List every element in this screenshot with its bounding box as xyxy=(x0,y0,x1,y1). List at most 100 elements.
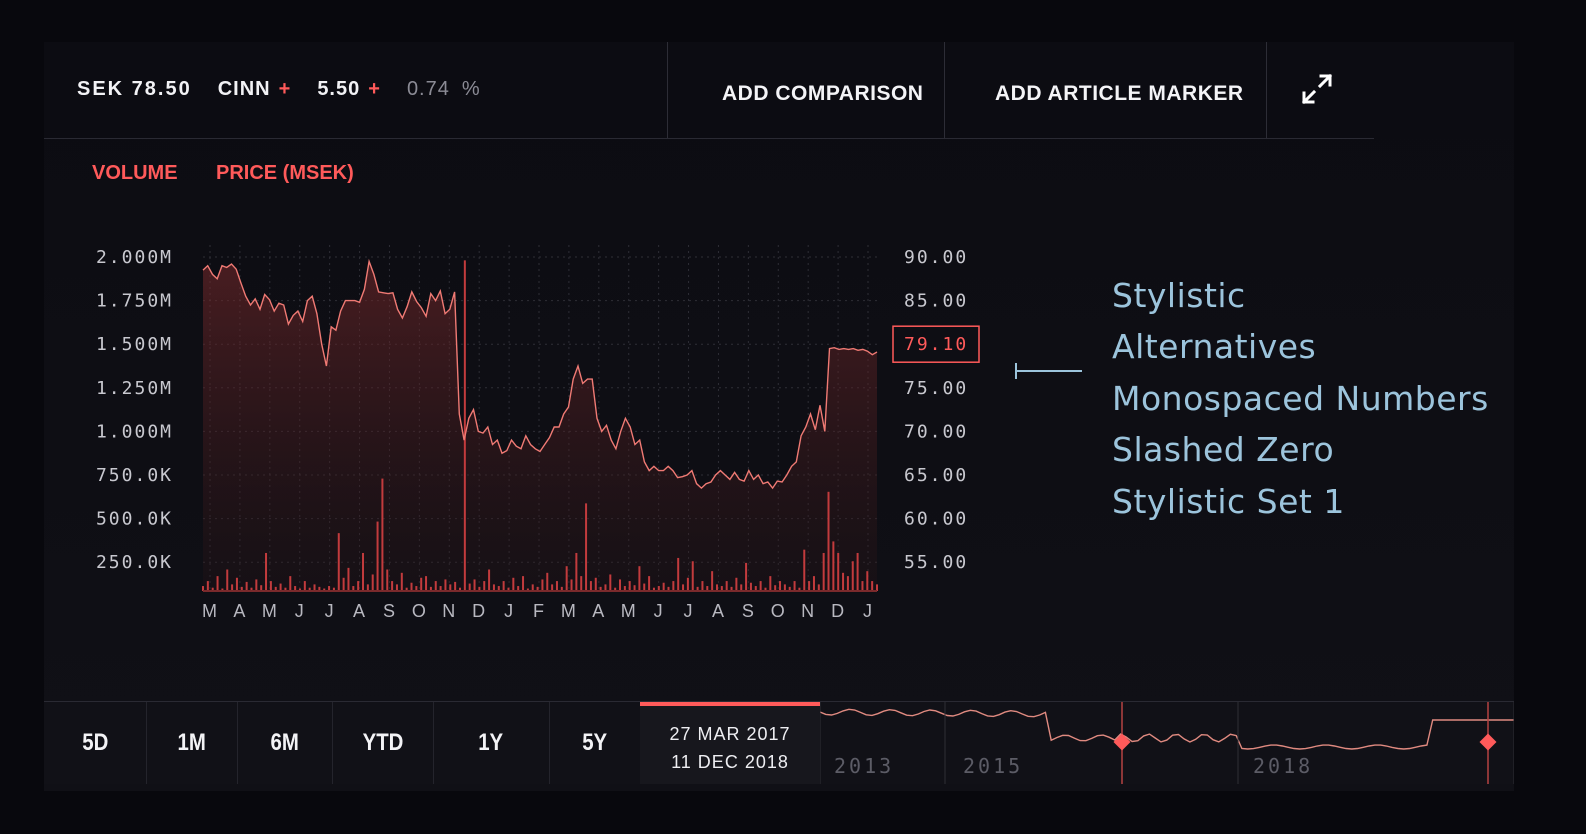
selected-date-range[interactable]: 27 MAR 2017 11 DEC 2018 xyxy=(640,702,820,784)
volume-bar xyxy=(492,584,495,591)
volume-bar xyxy=(842,572,845,591)
x-axis-tick: J xyxy=(295,601,305,621)
range-ytd-button[interactable]: YTD xyxy=(332,702,434,784)
volume-bar xyxy=(206,581,209,591)
volume-bar xyxy=(488,569,491,591)
volume-bar xyxy=(585,503,588,591)
expand-icon[interactable] xyxy=(1300,72,1334,106)
volume-bar xyxy=(250,587,253,591)
volume-bar xyxy=(779,581,782,591)
volume-bar xyxy=(822,552,825,591)
right-axis-tick: 70.00 xyxy=(904,421,968,442)
range-6m-button[interactable]: 6M xyxy=(237,702,333,784)
volume-bar xyxy=(255,579,258,591)
volume-bar xyxy=(871,581,874,591)
volume-bar xyxy=(745,562,748,591)
ticker-percent: 0.74 xyxy=(406,78,450,100)
x-axis-tick: M xyxy=(262,601,278,621)
volume-bar xyxy=(274,586,277,591)
volume-bar xyxy=(856,552,859,591)
right-axis-tick: 55.00 xyxy=(904,552,968,573)
x-axis-tick: A xyxy=(233,601,246,621)
volume-bar xyxy=(783,584,786,591)
volume-bar xyxy=(483,581,486,591)
volume-bar xyxy=(827,491,830,591)
navigator-line xyxy=(820,708,1514,750)
volume-bar xyxy=(749,582,752,591)
x-axis-tick: A xyxy=(592,601,605,621)
volume-bar xyxy=(526,588,529,591)
price-line xyxy=(202,258,878,490)
range-5y-button[interactable]: 5Y xyxy=(549,702,641,784)
navigator-year: 2015 xyxy=(963,754,1024,778)
volume-bar xyxy=(381,478,384,591)
range-start-date: 27 MAR 2017 xyxy=(669,724,791,744)
left-axis-tick: 2.000M xyxy=(96,247,173,268)
tab-volume[interactable]: VOLUME xyxy=(92,162,178,184)
volume-bar xyxy=(332,587,335,591)
volume-bar xyxy=(774,585,777,591)
add-article-marker-button[interactable]: ADD ARTICLE MARKER xyxy=(995,82,1244,105)
volume-bar xyxy=(391,581,394,591)
volume-bar xyxy=(449,584,452,591)
range-end-date: 11 DEC 2018 xyxy=(671,752,789,772)
volume-bar xyxy=(517,586,520,591)
volume-bar xyxy=(366,584,369,591)
x-axis-tick: J xyxy=(325,601,335,621)
plus-icon: + xyxy=(278,78,292,100)
volume-bar xyxy=(619,579,622,591)
left-axis-tick: 250.0K xyxy=(96,552,173,573)
volume-bar xyxy=(415,586,418,591)
volume-bar xyxy=(454,581,457,591)
volume-bar xyxy=(652,587,655,591)
volume-bar xyxy=(216,576,219,591)
range-1m-button[interactable]: 1M xyxy=(146,702,238,784)
right-axis-tick: 79.10 xyxy=(904,334,968,355)
volume-bar xyxy=(439,586,442,591)
volume-bar xyxy=(614,587,617,591)
left-axis-tick: 750.0K xyxy=(96,465,173,486)
x-axis-tick: M xyxy=(561,601,577,621)
volume-bar xyxy=(628,581,631,591)
left-axis-tick: 1.750M xyxy=(96,291,173,312)
volume-bar xyxy=(876,584,878,591)
navigator-year: 2018 xyxy=(1253,754,1314,778)
volume-bar xyxy=(289,576,292,591)
ticker-change: 5.50 xyxy=(317,78,361,100)
volume-bar xyxy=(226,569,229,591)
x-axis-tick: F xyxy=(533,601,545,621)
divider xyxy=(944,42,945,138)
x-axis-tick: D xyxy=(472,601,486,621)
volume-bar xyxy=(589,581,592,591)
volume-bar xyxy=(536,586,539,591)
x-axis-tick: O xyxy=(771,601,786,621)
x-axis-tick: A xyxy=(712,601,725,621)
volume-bar xyxy=(245,581,248,591)
add-comparison-button[interactable]: ADD COMPARISON xyxy=(722,82,924,105)
volume-bar xyxy=(846,576,849,591)
x-axis-tick: S xyxy=(383,601,396,621)
tab-price[interactable]: PRICE (MSEK) xyxy=(216,162,354,184)
volume-bar xyxy=(352,586,355,591)
x-axis-tick: O xyxy=(412,601,427,621)
range-1y-button[interactable]: 1Y xyxy=(433,702,550,784)
volume-bar xyxy=(769,576,772,591)
navigator-handle xyxy=(1479,733,1497,751)
volume-bar xyxy=(711,571,714,591)
x-axis-tick: N xyxy=(801,601,815,621)
timeline-navigator[interactable]: 2013 2015 2018 xyxy=(820,702,1514,784)
volume-bar xyxy=(202,586,204,591)
volume-bar xyxy=(793,581,796,591)
top-toolbar: SEK 78.50 CINN + 5.50 + 0.74 % ADD COMPA… xyxy=(44,42,1374,139)
plus-icon: + xyxy=(368,78,381,100)
volume-bar xyxy=(328,586,331,591)
volume-bar xyxy=(386,569,389,591)
volume-bar xyxy=(565,566,568,591)
volume-bar xyxy=(211,587,214,591)
percent-sign: % xyxy=(461,78,481,100)
range-5d-button[interactable]: 5D xyxy=(44,702,147,784)
right-axis-tick: 90.00 xyxy=(904,247,968,268)
volume-bar xyxy=(609,574,612,591)
volume-bar xyxy=(648,576,651,591)
volume-bar xyxy=(638,566,641,591)
